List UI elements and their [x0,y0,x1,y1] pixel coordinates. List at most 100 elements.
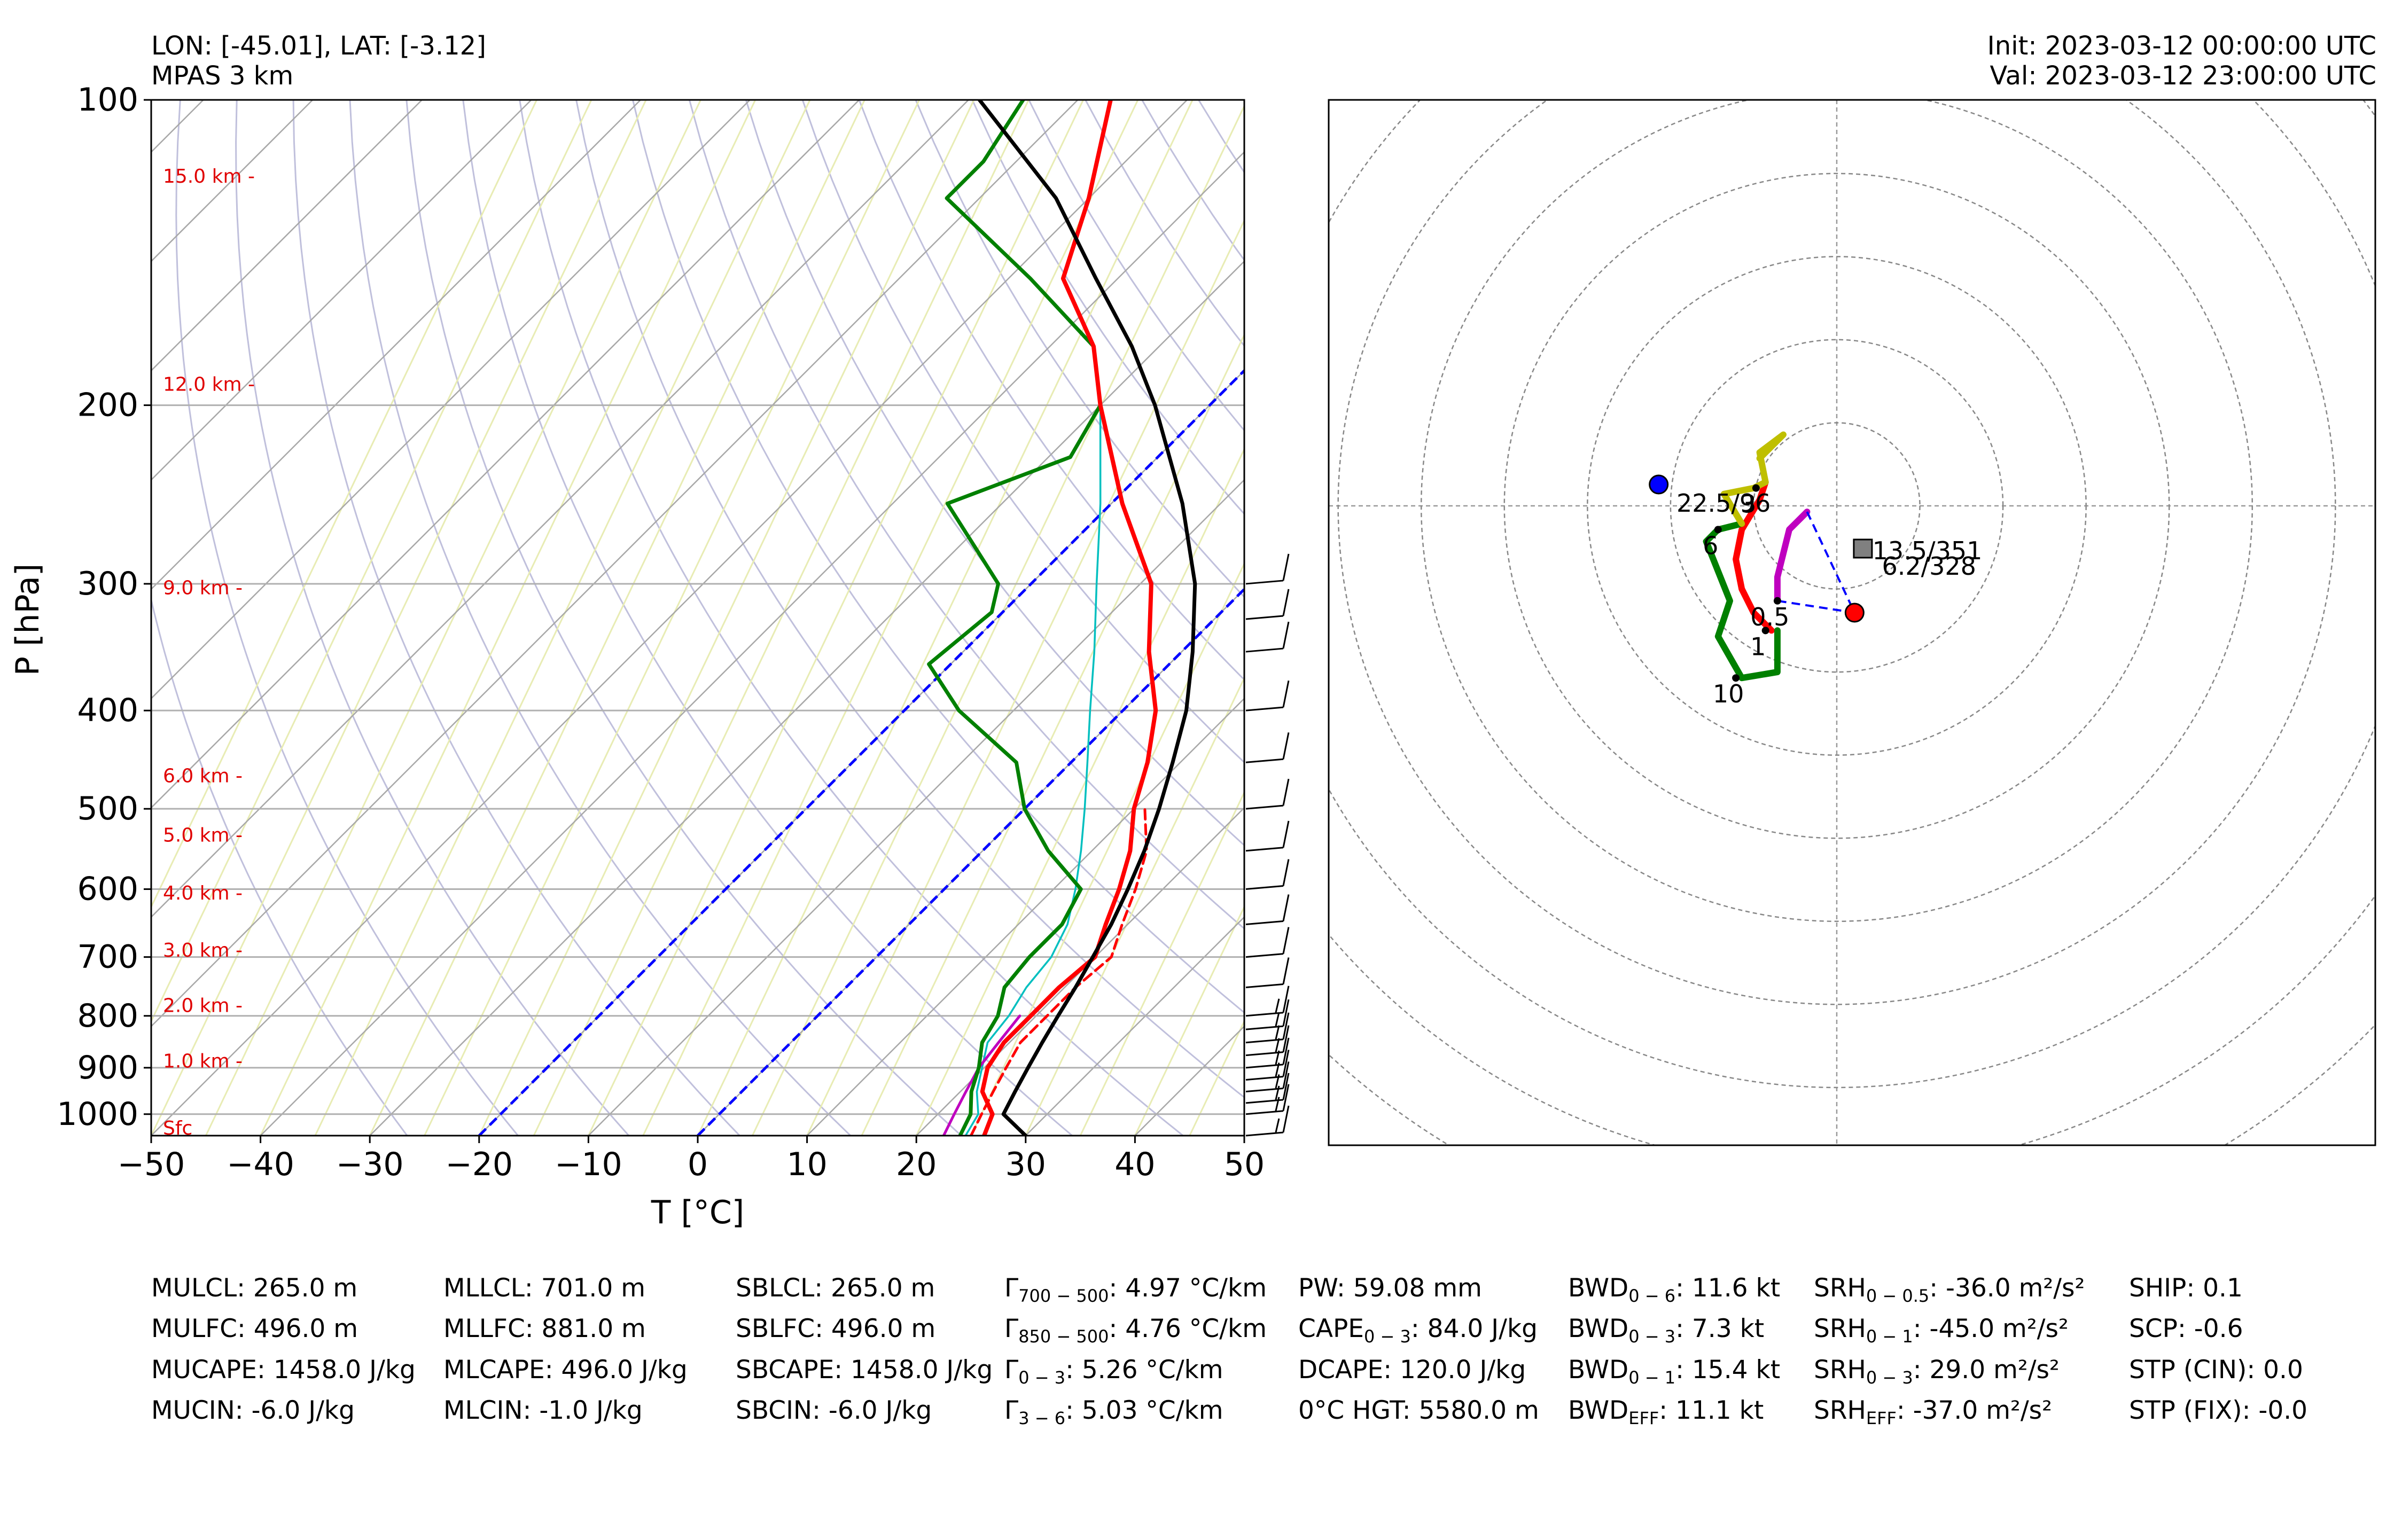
parameter-label: MLCIN: -1.0 J/kg [443,1396,643,1425]
barb-flag [1282,589,1290,616]
parameter-label: 0°C HGT: 5580.0 m [1298,1396,1539,1425]
mixing-line [151,100,537,909]
barb-staff [1245,758,1284,763]
barb-staff [1245,1064,1284,1069]
parameter-value: : 4.76 °C/km [1109,1314,1267,1343]
parameter-item: MULCL: 265.0 m [151,1273,357,1303]
parameter-value: : -37.0 m²/s² [1896,1396,2052,1425]
mixing-line [915,447,1244,1136]
parameter-item: DCAPE: 120.0 J/kg [1298,1355,1526,1385]
parameter-item: MUCIN: -6.0 J/kg [151,1396,355,1426]
parameter-label: SRH [1814,1273,1866,1303]
height-marker [1752,484,1760,492]
mixing-line [260,100,757,1136]
parameter-subscript: 0 − 3 [1364,1326,1411,1347]
mixing-line [1134,905,1244,1136]
y-tick-label: 600 [77,871,138,908]
mixing-line [751,104,1244,1136]
isotherm [1134,1025,1244,1136]
mixing-line [1025,676,1244,1136]
parameter-value: : 4.97 °C/km [1109,1273,1267,1303]
parameter-subscript: 0 − 6 [1628,1286,1676,1306]
isotherm [697,588,1244,1136]
isotherm [151,100,532,481]
hodo-ring [1329,100,2375,1088]
barb-staff [1245,1099,1284,1104]
barb-staff [1245,1025,1284,1030]
parameter-label: CAPE [1298,1314,1364,1343]
x-tick-label: −10 [555,1146,622,1183]
parameter-label: Γ [1004,1273,1019,1303]
isotherm [260,151,1244,1136]
barb-flag [1282,732,1290,760]
parameter-item: Γ850 − 500: 4.76 °C/km [1004,1314,1267,1351]
parameter-value: : -45.0 m²/s² [1913,1314,2069,1343]
wind-barb [1245,999,1290,1030]
barb-half-flag [1275,1012,1280,1027]
dry-adiabat [462,100,1073,1136]
dry-adiabat [801,100,1244,764]
height-marker [1761,627,1769,635]
wind-barb [1245,859,1290,890]
height-marker-label: 1 [1750,632,1766,661]
dry-adiabat [745,100,1244,847]
isotherm [151,100,860,809]
wind-barb [1245,732,1290,763]
wind-barb [1245,957,1290,989]
parameter-label: SRH [1814,1396,1866,1425]
wind-barb [1245,680,1290,712]
isotherm [151,100,751,700]
x-tick-label: 50 [1224,1146,1265,1183]
parameter-value: : -36.0 m²/s² [1929,1273,2085,1303]
barb-flag [1282,621,1290,649]
dry-adiabat [971,100,1244,515]
barb-flag [1282,859,1290,886]
height-label: 5.0 km - [163,825,243,847]
barb-staff [1245,706,1284,712]
barb-flag [1282,1105,1290,1133]
parameter-item: PW: 59.08 mm [1298,1273,1482,1303]
parameter-label: SBLCL: 265.0 m [736,1273,935,1303]
parameter-item: SRH0 − 3: 29.0 m²/s² [1814,1355,2060,1393]
hodo-ring [1337,100,2336,1005]
height-labels: Sfc 1.0 km - 2.0 km - 3.0 km - 4.0 km - 5.0 k… [163,166,255,1139]
dry-adiabat [575,100,1244,1099]
parameter-item: SRHEFF: -37.0 m²/s² [1814,1396,2052,1433]
barb-staff [1245,983,1284,989]
barb-flag [1282,1084,1290,1112]
parameter-item: MUCAPE: 1458.0 J/kg [151,1355,416,1385]
barb-staff [1245,1038,1284,1044]
parameter-subscript: EFF [1866,1408,1897,1428]
parameter-subscript: 0 − 1 [1628,1367,1676,1388]
hodo-segment [1733,479,1775,634]
x-tick-label: 30 [1005,1146,1046,1183]
mixing-line [1299,100,1793,1136]
dry-adiabat [405,100,962,1136]
hodo-ring [1503,173,2170,839]
barb-half-flag [1275,1118,1280,1133]
height-marker [1714,526,1722,534]
parameter-item: 0°C HGT: 5580.0 m [1298,1396,1539,1426]
parameter-label: Γ [1004,1314,1019,1343]
isotherm [151,100,423,372]
barb-half-flag [1275,1025,1280,1040]
dry-adiabat [915,100,1244,598]
barb-flag [1282,820,1290,848]
height-marker-label: 6 [1703,531,1718,560]
parameter-label: BWD [1568,1355,1629,1385]
isotherm [151,100,1079,1028]
parameter-item: SBLCL: 265.0 m [736,1273,935,1303]
mixing-line [697,100,1194,1136]
wind-barb [1245,986,1290,1017]
dry-adiabat [1198,100,1244,174]
barb-staff [1245,885,1284,890]
y-tick-label: 500 [77,790,138,827]
barb-flag [1282,986,1290,1013]
parameter-value: : 11.6 kt [1675,1273,1781,1303]
mixing-line [314,100,811,1136]
barb-flag [1282,894,1290,921]
hodo-ring [1587,256,2087,756]
barb-flag [1282,553,1290,581]
parameter-label: SRH [1814,1355,1866,1385]
mixing-line [642,100,1139,1136]
